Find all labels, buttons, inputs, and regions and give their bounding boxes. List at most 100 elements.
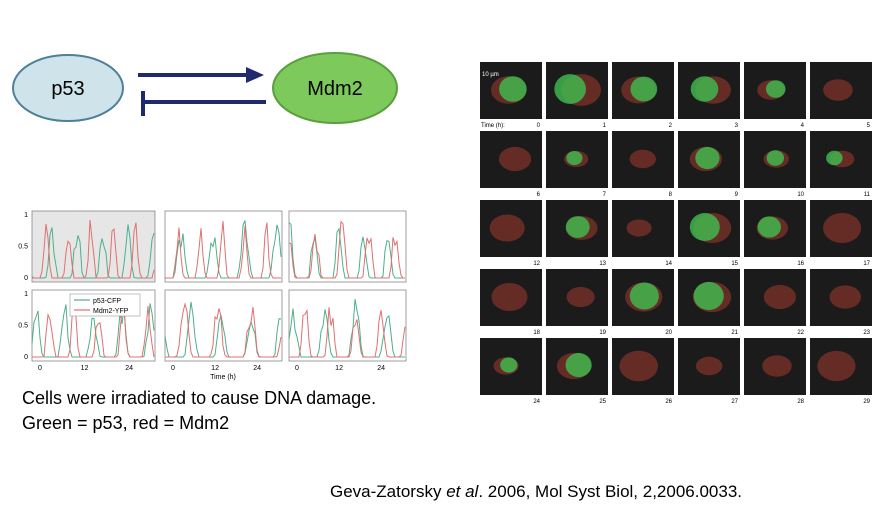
frame-label: 19	[599, 330, 606, 336]
frame-label: 15	[731, 261, 738, 267]
node-label: Mdm2	[307, 78, 363, 100]
frame-label: 25	[599, 399, 606, 405]
arrow-head	[246, 67, 264, 83]
trace	[31, 224, 155, 279]
legend-label: Mdm2-YFP	[93, 308, 129, 315]
x-tick-label: 24	[253, 365, 261, 372]
caption-line: Cells were irradiated to cause DNA damag…	[22, 388, 376, 408]
frame-label: 29	[863, 399, 870, 405]
x-axis-label: Time (h)	[210, 374, 236, 381]
y-tick-label: 0	[24, 354, 28, 361]
cell-red	[762, 355, 792, 377]
cell-red	[829, 285, 861, 309]
trace	[32, 219, 155, 279]
p53-node	[12, 54, 124, 122]
cell-green	[693, 281, 724, 311]
y-tick-label: 0.5	[18, 323, 28, 330]
frame-label: 6	[537, 192, 541, 198]
y-tick-label: 1	[24, 291, 28, 298]
frame-label: 28	[797, 399, 804, 405]
frame-label: 20	[665, 330, 672, 336]
citation: Geva-Zatorsky et al. 2006, Mol Syst Biol…	[330, 482, 742, 501]
cell-red	[629, 149, 656, 169]
caption-line: Green = p53, red = Mdm2	[22, 413, 229, 433]
citation-etal: et al	[446, 482, 479, 501]
frame-label: 5	[867, 123, 871, 129]
frame-label: 7	[603, 192, 607, 198]
cell-green	[565, 216, 590, 238]
cell-green	[629, 282, 659, 310]
frame-label: 8	[669, 192, 673, 198]
frame-label: 18	[533, 330, 540, 336]
frame-label: 24	[533, 399, 540, 405]
node-label: p53	[51, 78, 84, 100]
citation-authors: Geva-Zatorsky	[330, 482, 446, 501]
mdm2-node	[272, 52, 398, 124]
frame-label: 2	[669, 123, 673, 129]
frame-label: 17	[863, 261, 870, 267]
x-tick-label: 12	[335, 365, 343, 372]
frame-label: 22	[797, 330, 804, 336]
trace	[165, 220, 282, 279]
x-tick-label: 0	[295, 365, 299, 372]
cell-red	[491, 282, 528, 312]
cell-green	[630, 76, 658, 102]
y-tick-label: 0	[24, 275, 28, 282]
trace	[289, 307, 406, 358]
cell-red	[763, 284, 796, 310]
frame-label: 1	[603, 123, 607, 129]
frame-label: 3	[735, 123, 739, 129]
x-tick-label: 12	[81, 365, 89, 372]
x-tick-label: 24	[377, 365, 385, 372]
cell-green	[499, 76, 527, 102]
frame-label: 11	[864, 192, 871, 198]
frame-label: 13	[599, 261, 606, 267]
cell-green	[500, 357, 518, 373]
frame-label: 16	[797, 261, 804, 267]
cell-green	[566, 150, 583, 166]
plot-panels: 1 0.5 0 0 12 24 0 12 24 0 12 24 1 0.5 0 Time (h) p53-CFP…	[18, 210, 407, 381]
cell-green	[565, 352, 592, 378]
cell-green	[757, 216, 781, 238]
frame-label: 23	[863, 330, 870, 336]
citation-rest: . 2006, Mol Syst Biol, 2,2006.0033.	[478, 482, 742, 501]
y-tick-label: 0.5	[18, 244, 28, 251]
cell-green	[766, 150, 785, 166]
frame-label: 9	[735, 192, 739, 198]
cell-red	[619, 350, 658, 382]
cell-red	[823, 212, 862, 244]
x-tick-label: 0	[171, 365, 175, 372]
legend-label: p53-CFP	[93, 298, 121, 305]
frame-label: 4	[801, 123, 805, 129]
x-tick-label: 12	[211, 365, 219, 372]
scale-label: 10 µm	[482, 72, 499, 78]
x-tick-label: 0	[38, 365, 42, 372]
trace	[32, 300, 155, 358]
cell-red	[695, 356, 723, 376]
trace	[288, 220, 405, 279]
frame-label: 14	[665, 261, 672, 267]
cell-green	[826, 150, 843, 166]
cell-green	[554, 74, 587, 104]
frame-label: 0	[537, 123, 541, 129]
cell-green	[690, 76, 719, 102]
frame-label: 12	[533, 261, 540, 267]
frame-label: 27	[731, 399, 738, 405]
trace	[165, 302, 282, 358]
cell-red	[489, 214, 525, 242]
x-tick-label: 24	[125, 365, 133, 372]
y-tick-label: 1	[24, 212, 28, 219]
cell-green	[765, 80, 786, 98]
cell-green	[689, 213, 720, 241]
frame-label: 10	[797, 192, 804, 198]
plot-frame	[31, 210, 156, 283]
trace	[165, 221, 281, 279]
time-label: Time (h):	[481, 123, 505, 129]
cell-red	[498, 146, 532, 172]
plot-frame	[288, 289, 407, 362]
frame-label: 26	[665, 399, 672, 405]
frame-label: 21	[731, 330, 738, 336]
cell-red	[817, 350, 856, 382]
